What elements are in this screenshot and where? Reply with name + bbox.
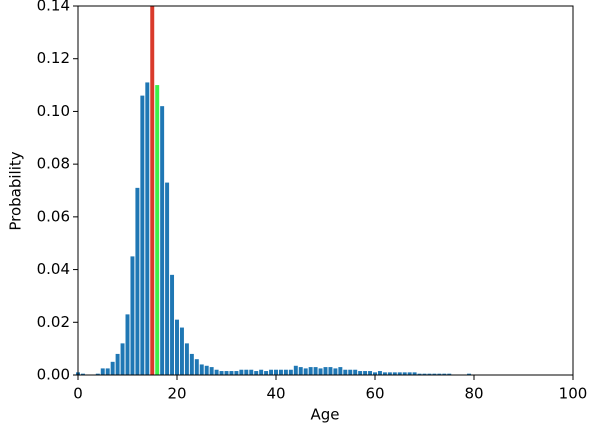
bar bbox=[288, 369, 293, 375]
bar bbox=[194, 359, 199, 375]
bar bbox=[432, 373, 437, 375]
y-tick-label: 0.04 bbox=[37, 260, 70, 278]
bar bbox=[224, 371, 229, 375]
bar bbox=[358, 371, 363, 375]
bar bbox=[120, 343, 125, 375]
bar bbox=[442, 373, 447, 375]
x-axis-label: Age bbox=[310, 406, 339, 424]
x-tick-label: 20 bbox=[167, 385, 186, 403]
bar bbox=[249, 369, 254, 375]
bar bbox=[328, 367, 333, 375]
y-axis-label: Probability bbox=[7, 151, 25, 230]
bar bbox=[244, 369, 249, 375]
bar bbox=[348, 369, 353, 375]
bar bbox=[338, 367, 343, 375]
bar bbox=[209, 367, 214, 375]
bar bbox=[373, 372, 377, 375]
bar bbox=[150, 6, 155, 375]
bar bbox=[363, 371, 368, 375]
bar bbox=[447, 373, 452, 375]
bar bbox=[274, 369, 278, 375]
bar bbox=[333, 368, 338, 375]
bar bbox=[105, 368, 110, 375]
bar bbox=[219, 371, 224, 375]
bar bbox=[234, 371, 239, 375]
bar bbox=[95, 373, 100, 375]
bar bbox=[467, 373, 472, 375]
y-tick-label: 0.14 bbox=[37, 0, 70, 15]
bar bbox=[368, 371, 373, 375]
bar bbox=[278, 369, 283, 375]
bar bbox=[189, 353, 194, 375]
bar bbox=[115, 353, 120, 375]
bar bbox=[283, 369, 288, 375]
y-tick-label: 0.02 bbox=[37, 313, 70, 331]
x-tick-label: 100 bbox=[559, 385, 588, 403]
bar bbox=[298, 367, 303, 375]
x-tick-label: 60 bbox=[365, 385, 384, 403]
bar bbox=[179, 327, 184, 375]
bar bbox=[313, 367, 318, 375]
bar bbox=[175, 319, 179, 375]
bar bbox=[437, 373, 442, 375]
bar bbox=[417, 373, 422, 375]
bar bbox=[204, 365, 209, 375]
bar bbox=[382, 372, 387, 375]
bar bbox=[392, 372, 397, 375]
bar bbox=[125, 314, 130, 375]
bar bbox=[407, 372, 412, 375]
bar bbox=[318, 368, 323, 375]
bar bbox=[377, 371, 382, 375]
bar bbox=[308, 367, 313, 375]
bar bbox=[323, 367, 328, 375]
bar bbox=[427, 373, 432, 375]
bar bbox=[140, 95, 145, 375]
y-tick-label: 0.08 bbox=[37, 155, 70, 173]
x-tick-label: 0 bbox=[73, 385, 83, 403]
bar bbox=[135, 187, 140, 375]
x-tick-label: 40 bbox=[266, 385, 285, 403]
bar bbox=[80, 373, 85, 375]
bar bbox=[184, 343, 189, 375]
bar bbox=[412, 372, 417, 375]
y-tick-label: 0.06 bbox=[37, 207, 70, 225]
bar bbox=[199, 364, 204, 375]
bar bbox=[214, 369, 219, 375]
bar bbox=[110, 361, 115, 375]
bar bbox=[160, 106, 165, 376]
bar bbox=[229, 371, 234, 375]
bar bbox=[264, 371, 269, 375]
bar bbox=[343, 369, 348, 375]
bar bbox=[397, 372, 402, 375]
bar bbox=[145, 82, 150, 375]
bar bbox=[303, 368, 308, 375]
bar bbox=[422, 373, 427, 375]
bar bbox=[353, 369, 358, 375]
bar bbox=[239, 369, 244, 375]
plot-frame bbox=[77, 5, 574, 376]
bar bbox=[402, 372, 407, 375]
bar bbox=[254, 371, 259, 375]
bar bbox=[100, 368, 105, 375]
y-tick-label: 0.00 bbox=[37, 366, 70, 384]
bar bbox=[130, 256, 135, 375]
bar bbox=[165, 182, 170, 375]
y-tick-label: 0.12 bbox=[37, 49, 70, 67]
bar bbox=[293, 365, 298, 375]
bar bbox=[269, 369, 274, 375]
x-tick-label: 80 bbox=[464, 385, 483, 403]
y-tick-label: 0.10 bbox=[37, 102, 70, 120]
bar bbox=[170, 274, 175, 375]
bar bbox=[259, 369, 264, 375]
bar bbox=[155, 85, 160, 376]
bar bbox=[387, 372, 392, 375]
